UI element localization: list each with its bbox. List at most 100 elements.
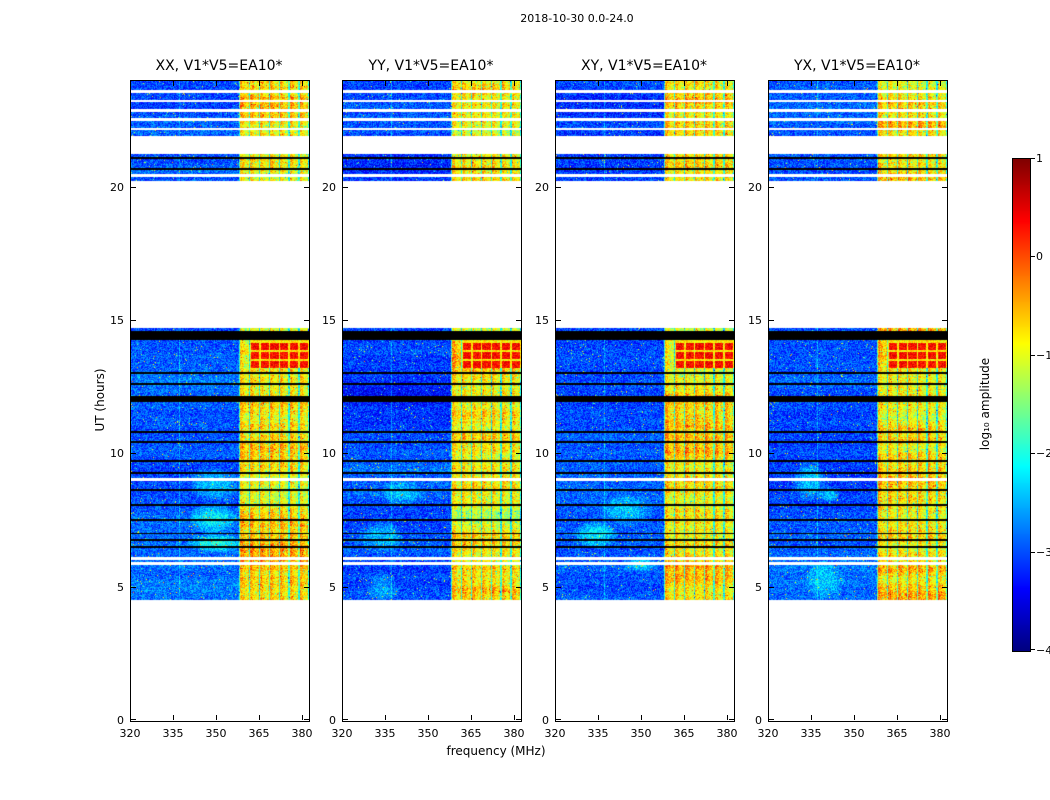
tick-mark — [304, 187, 309, 188]
x-tick-label: 365 — [886, 727, 908, 740]
tick-mark — [514, 81, 515, 86]
tick-mark — [131, 453, 136, 454]
tick-mark — [556, 453, 561, 454]
x-tick-label: 320 — [119, 727, 141, 740]
tick-mark — [216, 81, 217, 86]
y-tick-label: 20 — [535, 181, 549, 194]
tick-mark — [131, 719, 136, 720]
y-tick-label: 5 — [542, 581, 549, 594]
y-tick-label: 15 — [748, 314, 762, 327]
tick-mark — [555, 81, 556, 86]
y-tick-label: 15 — [322, 314, 336, 327]
colorbar-tick-label: −2 — [1036, 447, 1050, 460]
figure-title: 2018-10-30 0.0-24.0 — [520, 12, 634, 25]
x-tick-label: 380 — [291, 727, 313, 740]
tick-mark — [854, 81, 855, 86]
tick-mark — [343, 587, 348, 588]
tick-mark — [769, 187, 774, 188]
tick-mark — [768, 81, 769, 86]
colorbar-tick-label: −3 — [1036, 546, 1050, 559]
tick-mark — [811, 715, 812, 720]
y-tick-label: 10 — [535, 447, 549, 460]
tick-mark — [942, 587, 947, 588]
tick-mark — [130, 715, 131, 720]
colorbar-tick-label: 0 — [1036, 250, 1043, 263]
tick-mark — [304, 587, 309, 588]
tick-mark — [343, 719, 348, 720]
tick-mark — [471, 715, 472, 720]
y-tick-label: 5 — [117, 581, 124, 594]
x-tick-label: 335 — [587, 727, 609, 740]
spectrogram-panel-xy — [555, 80, 735, 722]
tick-mark — [342, 81, 343, 86]
tick-mark — [684, 81, 685, 86]
tick-mark — [130, 81, 131, 86]
tick-mark — [729, 187, 734, 188]
x-tick-label: 380 — [716, 727, 738, 740]
tick-mark — [302, 81, 303, 86]
tick-mark — [259, 715, 260, 720]
tick-mark — [940, 715, 941, 720]
tick-mark — [1031, 552, 1035, 553]
x-tick-label: 365 — [673, 727, 695, 740]
y-tick-label: 10 — [110, 447, 124, 460]
spectrogram-canvas-yx — [769, 81, 947, 721]
y-tick-label: 20 — [322, 181, 336, 194]
tick-mark — [942, 719, 947, 720]
x-tick-label: 365 — [460, 727, 482, 740]
tick-mark — [942, 453, 947, 454]
x-tick-label: 350 — [205, 727, 227, 740]
x-tick-label: 380 — [503, 727, 525, 740]
tick-mark — [897, 81, 898, 86]
tick-mark — [259, 81, 260, 86]
tick-mark — [385, 81, 386, 86]
tick-mark — [302, 715, 303, 720]
tick-mark — [304, 453, 309, 454]
colorbar-tick-label: 1 — [1036, 152, 1043, 165]
y-axis-label: UT (hours) — [93, 368, 107, 432]
y-tick-label: 0 — [542, 714, 549, 727]
x-tick-label: 365 — [248, 727, 270, 740]
tick-mark — [514, 715, 515, 720]
panel-title-yy: YY, V1*V5=EA10* — [368, 58, 494, 74]
spectrogram-canvas-yy — [343, 81, 521, 721]
y-tick-label: 20 — [748, 181, 762, 194]
tick-mark — [131, 320, 136, 321]
x-tick-label: 335 — [374, 727, 396, 740]
tick-mark — [216, 715, 217, 720]
tick-mark — [729, 320, 734, 321]
tick-mark — [598, 715, 599, 720]
tick-mark — [516, 587, 521, 588]
colorbar-canvas — [1013, 159, 1030, 651]
tick-mark — [897, 715, 898, 720]
tick-mark — [516, 719, 521, 720]
x-tick-label: 335 — [162, 727, 184, 740]
tick-mark — [1031, 649, 1035, 650]
x-tick-label: 320 — [331, 727, 353, 740]
y-tick-label: 5 — [755, 581, 762, 594]
tick-mark — [729, 587, 734, 588]
x-tick-label: 320 — [544, 727, 566, 740]
y-tick-label: 0 — [755, 714, 762, 727]
tick-mark — [343, 453, 348, 454]
x-tick-label: 320 — [757, 727, 779, 740]
tick-mark — [641, 715, 642, 720]
spectrogram-panel-xx — [130, 80, 310, 722]
y-tick-label: 0 — [329, 714, 336, 727]
tick-mark — [727, 81, 728, 86]
tick-mark — [769, 453, 774, 454]
panel-title-xy: XY, V1*V5=EA10* — [581, 58, 707, 74]
x-tick-label: 350 — [630, 727, 652, 740]
tick-mark — [1031, 158, 1035, 159]
tick-mark — [131, 187, 136, 188]
tick-mark — [729, 719, 734, 720]
tick-mark — [684, 715, 685, 720]
tick-mark — [942, 320, 947, 321]
tick-mark — [343, 320, 348, 321]
spectrogram-panel-yy — [342, 80, 522, 722]
x-tick-label: 350 — [417, 727, 439, 740]
x-tick-label: 380 — [929, 727, 951, 740]
tick-mark — [598, 81, 599, 86]
x-tick-label: 350 — [843, 727, 865, 740]
